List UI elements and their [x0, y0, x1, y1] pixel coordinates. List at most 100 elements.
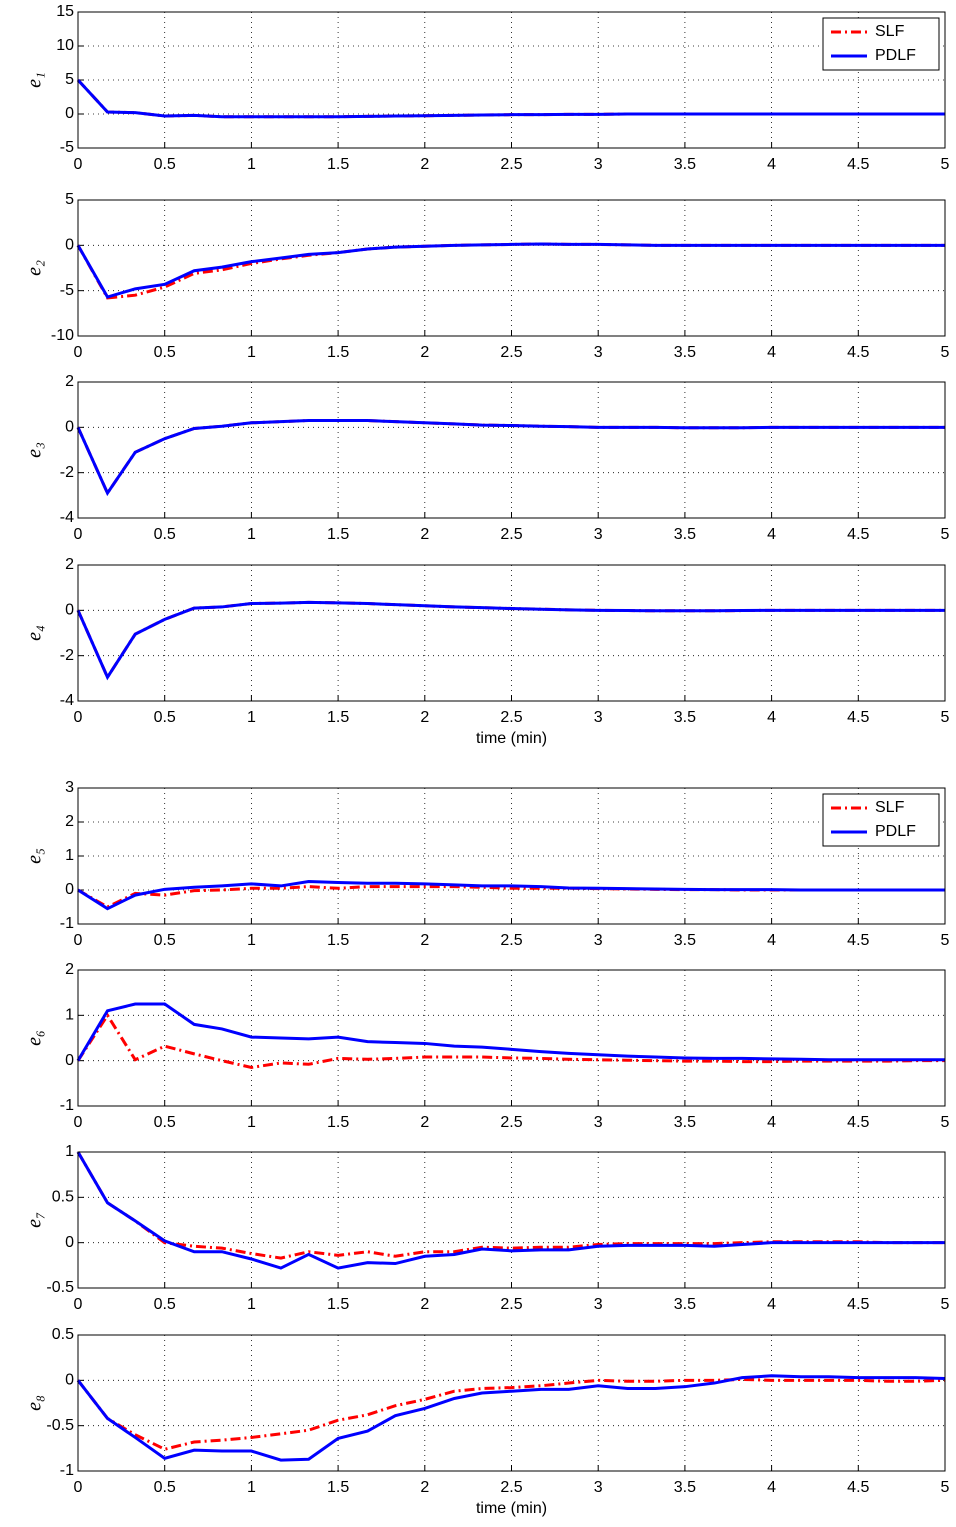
y-tick-label: 5 — [65, 191, 74, 208]
series-line — [76, 1012, 945, 1069]
x-tick-label: 4 — [767, 156, 776, 173]
x-tick-label: 4 — [767, 1114, 776, 1131]
x-tick-label: 0.5 — [154, 1479, 176, 1496]
x-tick-label: 4.5 — [847, 1296, 869, 1313]
x-tick-label: 0.5 — [154, 1114, 176, 1131]
y-tick-label: -1 — [60, 1097, 74, 1114]
x-tick-label: 0 — [74, 1296, 83, 1313]
y-tick-label: 5 — [65, 71, 74, 88]
x-tick-label: 3 — [594, 1479, 603, 1496]
x-tick-label: 1.5 — [327, 526, 349, 543]
y-axis-label: e₁ — [24, 72, 46, 88]
x-tick-label: 2.5 — [500, 344, 522, 361]
x-tick-label: 1.5 — [327, 156, 349, 173]
x-tick-label: 0 — [74, 526, 83, 543]
x-tick-label: 0 — [74, 1114, 83, 1131]
x-tick-label: 0.5 — [154, 344, 176, 361]
series-line — [76, 1374, 946, 1462]
y-tick-label: 0 — [65, 881, 74, 898]
y-tick-label: -1 — [60, 915, 74, 932]
x-tick-label: 2 — [420, 1114, 429, 1131]
x-axis-label: time (min) — [476, 730, 547, 747]
y-tick-label: 2 — [65, 373, 74, 390]
x-tick-label: 3.5 — [674, 526, 696, 543]
x-tick-label: 4 — [767, 344, 776, 361]
x-tick-label: 3 — [594, 1114, 603, 1131]
x-tick-label: 4 — [767, 1296, 776, 1313]
series-line — [76, 78, 945, 119]
y-tick-label: 2 — [65, 813, 74, 830]
x-tick-label: 2 — [420, 1479, 429, 1496]
y-tick-label: -2 — [60, 647, 74, 664]
y-tick-label: -4 — [60, 509, 74, 526]
x-tick-label: 0.5 — [154, 526, 176, 543]
x-tick-label: 4.5 — [847, 1114, 869, 1131]
x-tick-label: 1.5 — [327, 344, 349, 361]
legend-box — [822, 17, 940, 71]
y-tick-label: 0 — [65, 237, 74, 254]
x-axis-label: time (min) — [476, 1500, 547, 1517]
x-tick-label: 4.5 — [847, 932, 869, 949]
y-tick-label: 1 — [65, 1143, 74, 1160]
series-line — [77, 885, 945, 909]
x-tick-label: 2.5 — [500, 156, 522, 173]
x-tick-label: 0 — [74, 1479, 83, 1496]
plot-area — [78, 565, 945, 701]
x-tick-label: 1.5 — [327, 932, 349, 949]
x-tick-label: 5 — [941, 344, 950, 361]
x-tick-label: 0 — [74, 709, 83, 726]
y-tick-label: 2 — [65, 961, 74, 978]
y-tick-label: 1 — [65, 1007, 74, 1024]
axes-frame — [77, 969, 946, 1107]
y-tick-label: 0 — [65, 1052, 74, 1069]
y-tick-label: 2 — [65, 556, 74, 573]
x-tick-label: 2.5 — [500, 1479, 522, 1496]
axes-frame — [77, 1334, 946, 1472]
series-line — [76, 1151, 945, 1270]
x-tick-label: 3.5 — [674, 156, 696, 173]
y-tick-label: -0.5 — [46, 1417, 74, 1434]
x-tick-label: 0.5 — [154, 1296, 176, 1313]
plot-area — [78, 788, 945, 924]
x-tick-label: 5 — [941, 932, 950, 949]
x-tick-label: 3 — [594, 344, 603, 361]
x-tick-label: 5 — [941, 709, 950, 726]
y-tick-label: -5 — [60, 282, 74, 299]
x-tick-label: 0.5 — [154, 156, 176, 173]
x-tick-label: 3.5 — [674, 1114, 696, 1131]
axes-frame — [77, 1151, 946, 1289]
x-tick-label: 2.5 — [500, 526, 522, 543]
y-tick-label: 0.5 — [52, 1326, 74, 1343]
x-tick-label: 3 — [594, 932, 603, 949]
x-tick-label: 5 — [941, 1479, 950, 1496]
y-tick-label: -4 — [60, 692, 74, 709]
plot-area — [78, 970, 945, 1106]
x-tick-label: 3.5 — [674, 1296, 696, 1313]
x-tick-label: 0.5 — [154, 709, 176, 726]
y-axis-label: e₃ — [24, 442, 46, 458]
x-tick-label: 3 — [594, 1296, 603, 1313]
axes-frame — [77, 564, 946, 702]
x-tick-label: 1 — [247, 709, 256, 726]
x-tick-label: 4 — [767, 932, 776, 949]
x-tick-label: 5 — [941, 526, 950, 543]
x-tick-label: 1.5 — [327, 1479, 349, 1496]
legend-label: PDLF — [875, 823, 916, 840]
x-tick-label: 2.5 — [500, 932, 522, 949]
axes-frame — [77, 381, 946, 519]
series-line — [76, 1002, 945, 1062]
plot-area — [78, 12, 945, 148]
axes-frame — [77, 787, 946, 925]
y-tick-label: -10 — [51, 327, 74, 344]
legend-label: PDLF — [875, 47, 916, 64]
series-line — [77, 879, 945, 911]
legend-box — [822, 793, 940, 847]
x-tick-label: 2 — [420, 156, 429, 173]
y-axis-label: e₇ — [24, 1212, 46, 1228]
x-tick-label: 2 — [420, 344, 429, 361]
y-axis-label: e₄ — [24, 625, 46, 641]
x-tick-label: 3 — [594, 709, 603, 726]
x-tick-label: 2.5 — [500, 1296, 522, 1313]
x-tick-label: 5 — [941, 1114, 950, 1131]
x-tick-label: 4.5 — [847, 344, 869, 361]
